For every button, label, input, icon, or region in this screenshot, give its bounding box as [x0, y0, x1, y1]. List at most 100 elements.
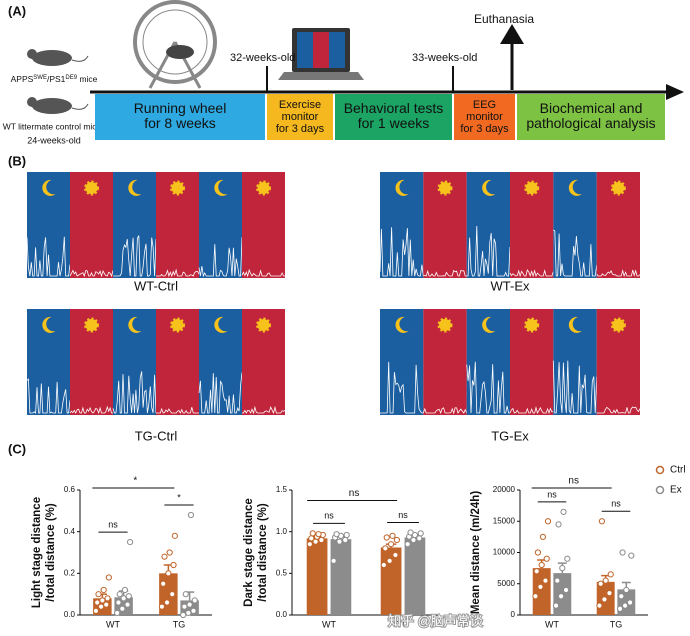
- legend-marker: [655, 465, 665, 475]
- activity-trace: [379, 227, 424, 277]
- actogram-label: WT-Ctrl: [134, 278, 178, 293]
- y-axis-label: Dark stage distance: [243, 498, 255, 607]
- sun-icon: [524, 317, 540, 333]
- y-tick-label: 1.0: [276, 527, 288, 536]
- data-point: [306, 541, 313, 548]
- dark-phase: [27, 172, 70, 278]
- bar: [306, 538, 328, 615]
- data-point: [407, 529, 414, 536]
- stage-label: for 3 days: [276, 123, 325, 135]
- stage-label: monitor: [466, 111, 503, 123]
- y-tick-label: 0.6: [64, 485, 76, 494]
- data-point: [607, 571, 614, 578]
- activity-trace: [552, 360, 598, 415]
- data-point: [158, 603, 166, 610]
- data-point: [120, 595, 127, 602]
- moon-icon: [482, 179, 496, 196]
- moon-icon: [42, 316, 56, 333]
- activity-trace: [553, 229, 598, 277]
- data-point: [619, 549, 626, 556]
- data-point: [166, 549, 173, 556]
- activity-trace: [198, 372, 243, 414]
- data-point: [165, 570, 172, 577]
- significance-label: *: [133, 476, 137, 487]
- data-point: [100, 586, 107, 594]
- moon-icon: [395, 179, 409, 196]
- age-label: 32-weeks-old: [230, 52, 295, 64]
- bar: [380, 547, 402, 615]
- data-point: [330, 557, 337, 564]
- data-point: [601, 596, 608, 603]
- sun-icon: [610, 317, 626, 333]
- data-point: [380, 561, 387, 569]
- moon-icon: [128, 179, 142, 196]
- data-point: [182, 591, 189, 598]
- y-tick-label: 0.2: [64, 568, 76, 577]
- y-tick-label: 1.5: [276, 485, 288, 494]
- data-point: [618, 593, 625, 600]
- actogram-label: WT-Ex: [491, 278, 530, 293]
- stage-box: [95, 94, 265, 140]
- data-point: [597, 580, 604, 587]
- data-point: [343, 531, 350, 539]
- stage-label: Exercise: [279, 99, 321, 111]
- dark-phase: [466, 309, 510, 415]
- stage-label: Biochemical and: [540, 100, 643, 116]
- y-tick-label: 0.5: [276, 568, 288, 577]
- data-point: [626, 599, 634, 606]
- activity-trace: [596, 269, 641, 278]
- y-axis-label: /total distance (%): [257, 503, 269, 602]
- data-point: [169, 591, 176, 598]
- stage-label: pathological analysis: [526, 115, 655, 131]
- y-tick-label: 0.0: [64, 610, 76, 619]
- actogram-label: TG-Ex: [491, 428, 529, 443]
- data-point: [552, 602, 560, 609]
- data-point: [185, 609, 192, 617]
- activity-trace: [466, 225, 511, 277]
- activity-trace: [198, 237, 243, 278]
- data-point: [342, 536, 349, 544]
- panel-label: (B): [8, 153, 26, 168]
- age-label: 24-weeks-old: [27, 135, 81, 145]
- x-tick-label: WT: [545, 619, 559, 629]
- data-point: [537, 583, 544, 590]
- data-point: [393, 536, 400, 544]
- data-point: [557, 593, 565, 600]
- activity-trace: [466, 361, 510, 414]
- data-point: [309, 530, 316, 537]
- mouse-icon: [27, 49, 89, 114]
- activity-trace: [69, 405, 113, 415]
- moon-icon: [395, 316, 409, 333]
- data-point: [126, 538, 134, 546]
- activity-trace: [69, 269, 114, 278]
- stage-label: Running wheel: [134, 100, 227, 116]
- data-point: [560, 508, 567, 515]
- stage-label: monitor: [282, 111, 319, 123]
- age-label: 33-weeks-old: [412, 52, 477, 64]
- data-point: [387, 541, 395, 548]
- panel-label: (A): [8, 3, 26, 18]
- legend-marker: [655, 485, 665, 495]
- data-point: [544, 518, 552, 525]
- data-point: [94, 599, 101, 606]
- dark-phase: [553, 172, 597, 278]
- data-point: [532, 593, 539, 600]
- sun-icon: [170, 180, 185, 196]
- mouse-label: WT littermate control mice: [3, 121, 102, 131]
- sun-icon: [256, 317, 271, 333]
- activity-trace: [112, 371, 157, 414]
- sun-icon: [170, 317, 185, 333]
- sun-icon: [437, 317, 453, 333]
- data-point: [181, 603, 188, 610]
- dark-phase: [199, 172, 242, 278]
- data-point: [124, 601, 131, 608]
- data-point: [116, 591, 123, 598]
- activity-trace: [423, 269, 467, 277]
- data-point: [119, 605, 126, 612]
- data-point: [538, 561, 545, 569]
- mouse-label: APPSSWE/PS1DE9 mice: [11, 74, 98, 84]
- data-point: [105, 574, 112, 581]
- x-tick-label: TG: [397, 619, 410, 629]
- stage-label: Behavioral tests: [344, 100, 444, 116]
